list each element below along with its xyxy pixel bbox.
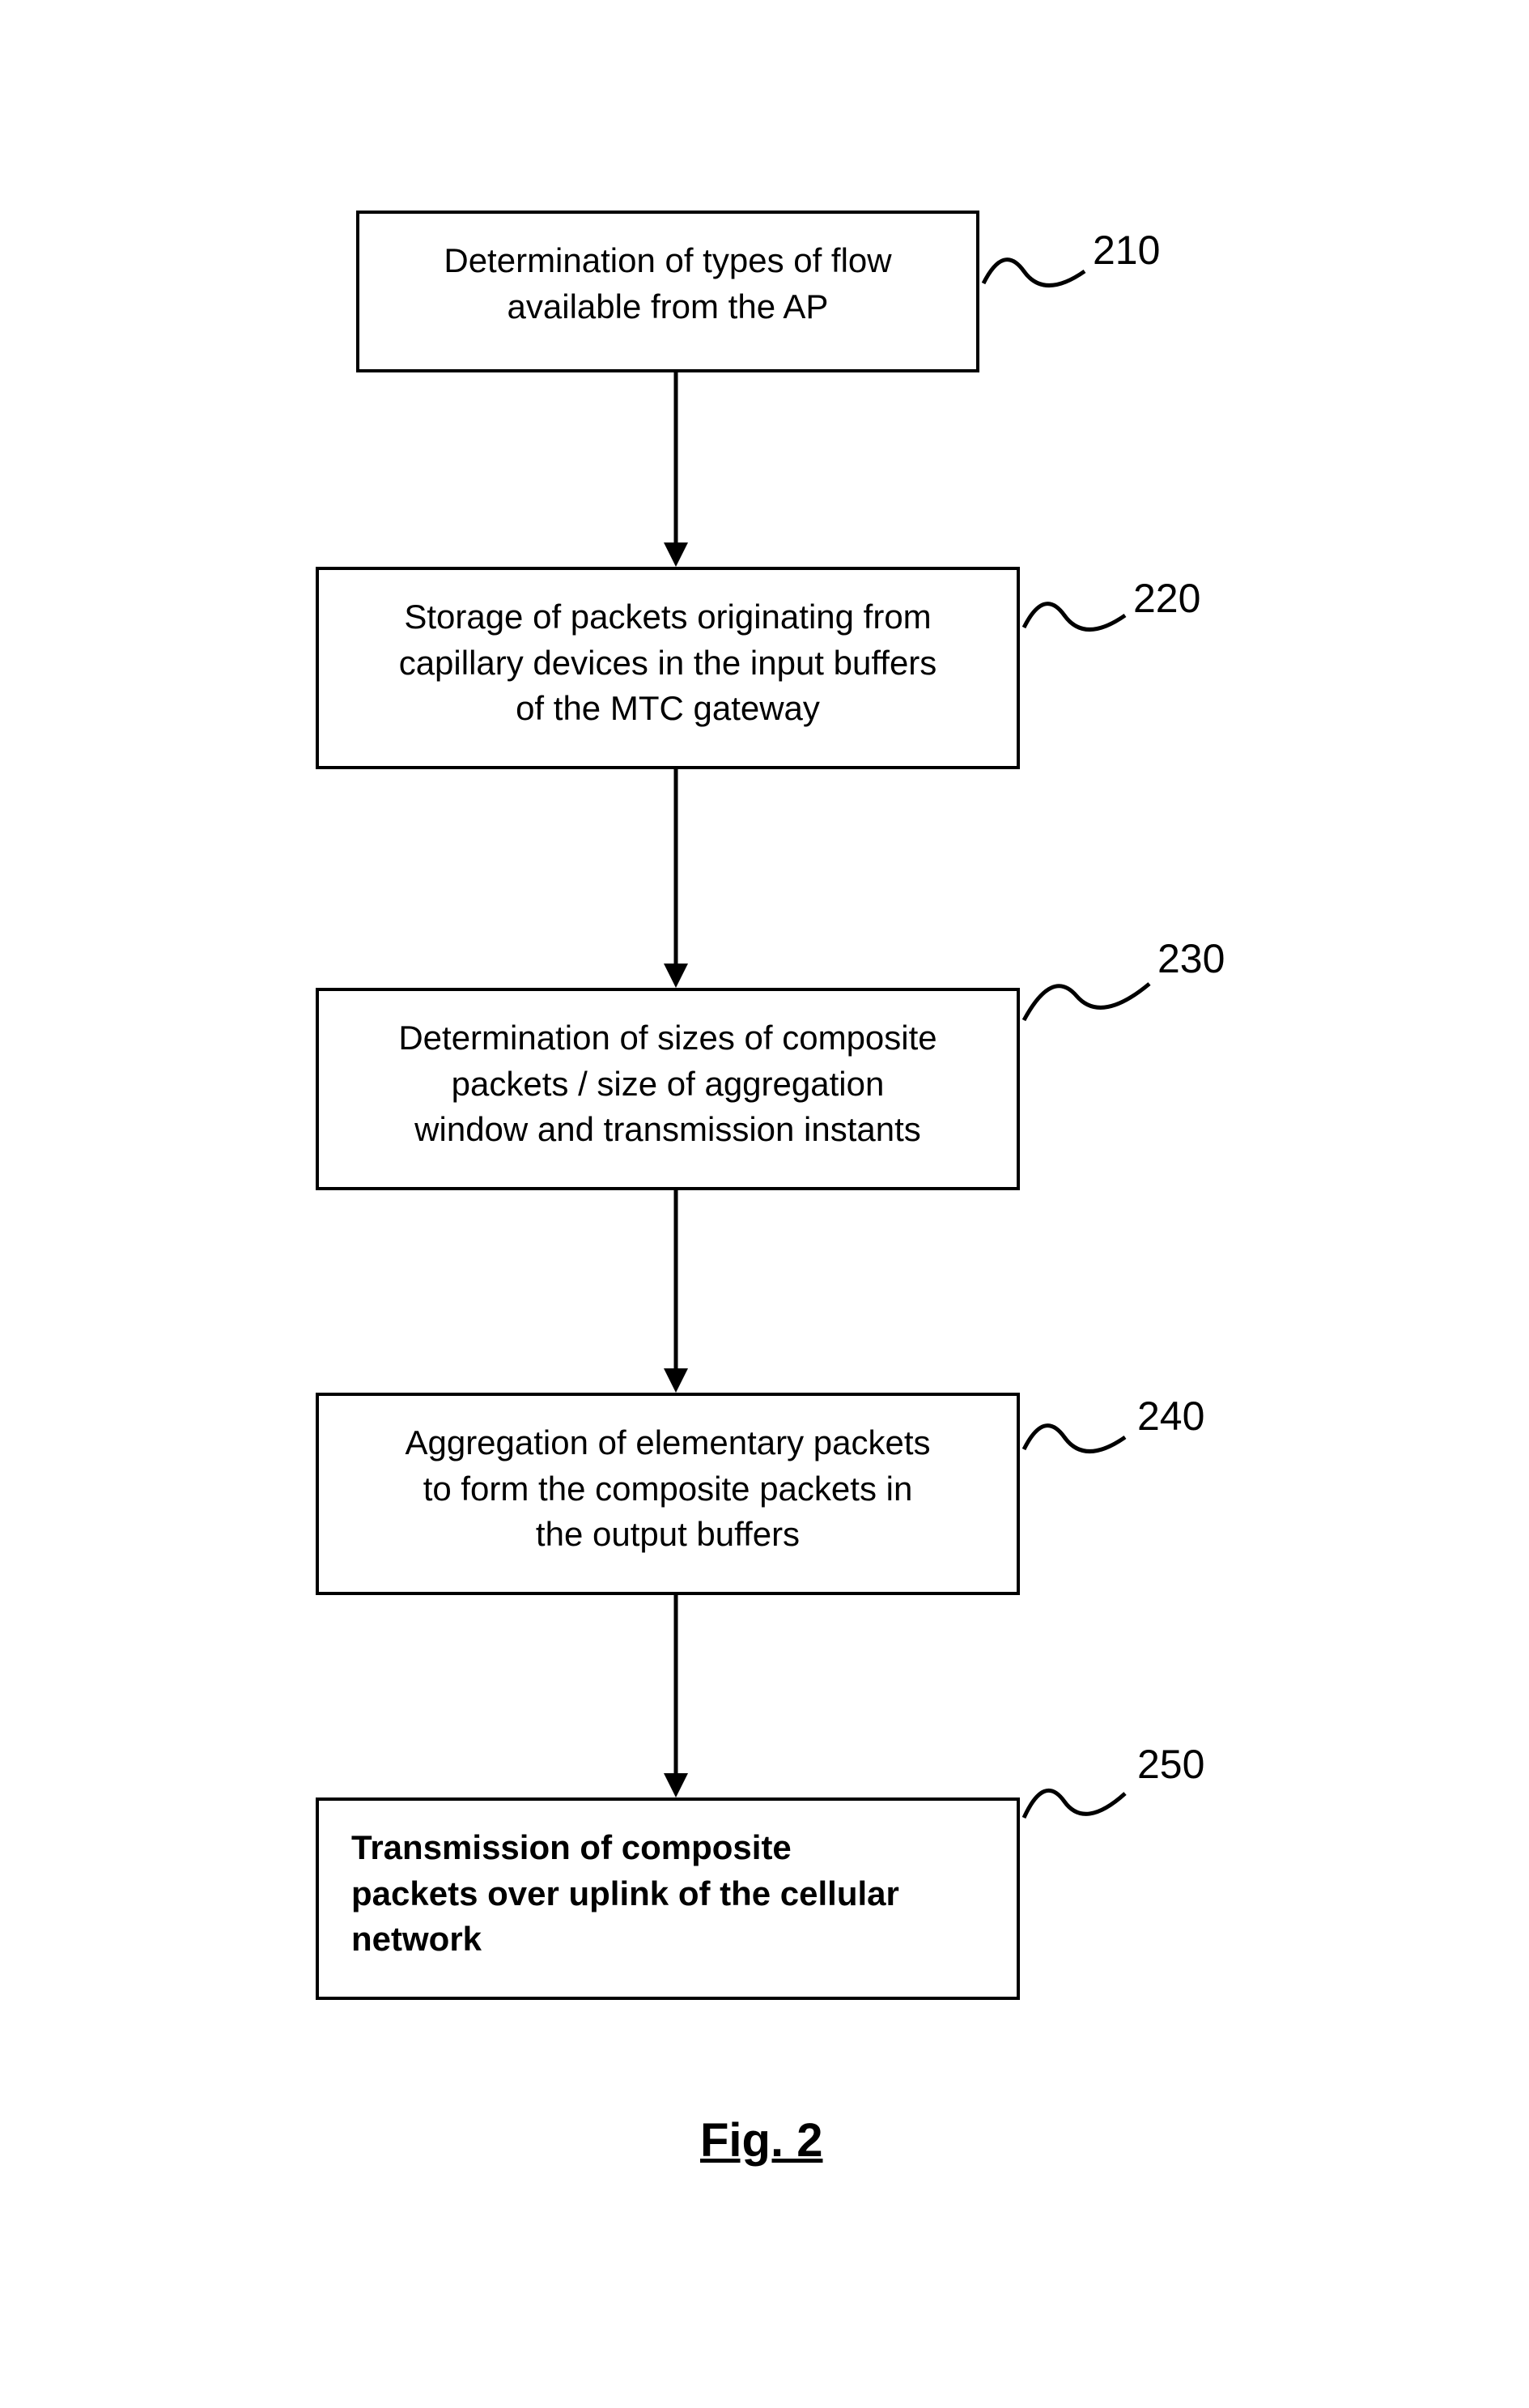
flow-box-5: Transmission of composite packets over u… xyxy=(316,1797,1020,2000)
squiggle-5 xyxy=(1020,1761,1133,1826)
flow-box-1-text: Determination of types of flow available… xyxy=(392,238,944,330)
label-5: 250 xyxy=(1137,1741,1204,1788)
figure-caption: Fig. 2 xyxy=(700,2113,822,2168)
arrow-4 xyxy=(660,1595,692,1797)
flow-box-1: Determination of types of flow available… xyxy=(356,211,979,372)
flow-box-2: Storage of packets originating from capi… xyxy=(316,567,1020,769)
squiggle-2 xyxy=(1020,579,1133,644)
flow-box-4-text: Aggregation of elementary packets to for… xyxy=(351,1420,984,1558)
arrow-3 xyxy=(660,1190,692,1393)
label-1: 210 xyxy=(1093,227,1160,274)
label-2: 220 xyxy=(1133,575,1200,622)
flow-box-3: Determination of sizes of composite pack… xyxy=(316,988,1020,1190)
squiggle-3 xyxy=(1020,955,1157,1028)
label-4: 240 xyxy=(1137,1393,1204,1440)
flow-box-5-text: Transmission of composite packets over u… xyxy=(351,1825,984,1963)
label-3: 230 xyxy=(1157,935,1225,982)
flow-box-3-text: Determination of sizes of composite pack… xyxy=(351,1015,984,1153)
flow-box-2-text: Storage of packets originating from capi… xyxy=(351,594,984,732)
arrow-1 xyxy=(660,372,692,567)
squiggle-4 xyxy=(1020,1401,1133,1466)
squiggle-1 xyxy=(979,235,1093,300)
flow-box-4: Aggregation of elementary packets to for… xyxy=(316,1393,1020,1595)
arrow-2 xyxy=(660,769,692,988)
